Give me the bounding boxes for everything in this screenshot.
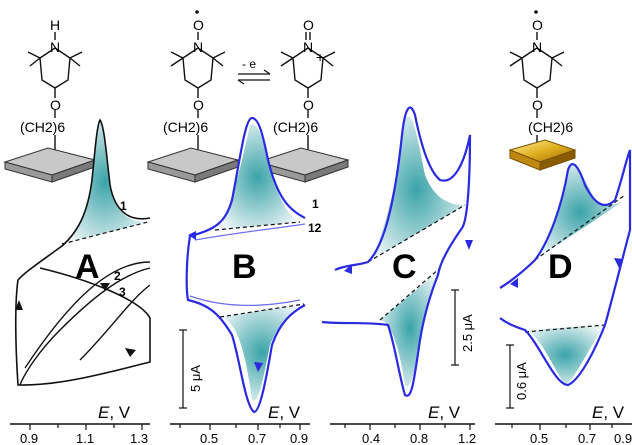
molecule-a-oxygen: O [50,97,61,113]
molecule-a-ring-atom: N [50,39,60,55]
substrate-d-gold [508,139,577,171]
cv-trace-b [185,116,306,414]
panel-a: H N O (CH2)6 1 2 3 A E, V 0.9 1.1 1.3 [3,17,151,445]
peak-fill-c-red [380,270,440,387]
molecule-d-linker: (CH2)6 [528,119,573,135]
substrate-a [3,147,97,183]
molecule-a-linker: (CH2)6 [20,119,65,135]
molecule-b-ox-ring-atom: N [303,39,313,55]
cv-trace-a-1 [14,118,151,386]
peak-fill-c-ox [368,116,465,262]
cv-trace-c [321,106,472,397]
scale-label-b: 5 μA [188,365,203,392]
xticks-d [511,424,613,430]
xticks-c [344,424,471,430]
arrow-d-down [614,258,623,268]
xticks-a [29,424,143,430]
scale-bar-d [506,344,514,409]
reaction-label: - e [242,57,256,71]
molecule-d-ring-atom: N [532,39,542,55]
baseline-b-ox [214,221,301,231]
scale-label-d: 0.6 μA [514,362,529,400]
arrow-a-down [125,348,136,357]
molecule-b-ring-atom: N [193,39,203,55]
radical-dot-b [195,10,199,14]
xtick-label-c-2: 1.2 [458,431,476,445]
xtick-label-d-0: 0.5 [530,431,548,445]
xticks-b [179,424,301,430]
xtick-label-d-1: 0.7 [578,431,596,445]
xtick-label-b-1: 0.7 [248,431,266,445]
peak-fill-b-red [220,304,304,401]
cycle-label-b-12: 12 [308,221,322,235]
xtick-label-c-0: 0.4 [362,431,380,445]
molecule-b-oxidized [280,32,336,158]
molecule-d-head: O [532,17,543,33]
baseline-c-ox [367,204,466,263]
arrow-a-up [15,300,23,310]
molecule-b-ox-charge: + [316,49,324,65]
substrate-b [146,147,240,183]
cycle-label-a-3: 3 [119,285,126,299]
molecule-b-ox-linker: (CH2)6 [273,119,318,135]
baseline-b-red [219,303,305,318]
molecule-a [27,32,83,158]
arrow-c-down [465,240,473,250]
arrow-a-mid [100,283,110,291]
baseline-c-red [379,267,441,321]
xtick-label-a-2: 1.3 [130,431,148,445]
molecule-b-head: O [193,17,204,33]
baseline-a-ox [61,221,149,245]
xtick-label-a-1: 1.1 [76,431,94,445]
peak-fill-d-red [525,325,605,385]
baseline-d-ox [534,194,626,261]
molecule-b-ox-oxygen: O [303,97,314,113]
molecule-a-head: H [50,17,60,33]
panel-letter-b: B [232,248,257,286]
panel-c: C 2.5 μA E, V 0.4 0.8 1.2 [321,106,476,445]
cycle-label-b-1: 1 [312,197,319,211]
equilibrium-arrows [237,69,271,85]
scale-bar-b [179,329,187,409]
panel-d: O N O (CH2)6 D 0.6 μA E, V 0.5 0.7 [495,10,632,445]
molecule-b-ox-head: O [303,17,314,33]
radical-dot-d [534,10,538,14]
peak-fill-a [62,120,148,244]
molecule-b-linker: (CH2)6 [163,119,208,135]
molecule-b-oxygen: O [193,97,204,113]
baseline-d-red [524,324,606,333]
molecule-d-oxygen: O [532,97,543,113]
arrow-b-left [188,231,196,240]
panel-letter-a: A [75,248,100,286]
scale-label-c: 2.5 μA [460,314,475,352]
xtick-label-b-2: 0.9 [290,431,308,445]
cv-trace-a-2 [19,261,151,386]
arrow-d-up [510,278,518,288]
peak-fill-d-ox [535,164,625,260]
cycle-label-a-2: 2 [114,269,121,283]
xtick-label-a-0: 0.9 [20,431,38,445]
arrow-b-down [254,362,263,372]
xlabel-d: E, V [592,403,625,422]
cv-trace-b-cycle [189,223,306,307]
molecule-b [170,32,226,158]
xtick-label-b-0: 0.5 [200,431,218,445]
panel-letter-c: C [392,248,417,286]
xtick-label-c-1: 0.8 [410,431,428,445]
arrow-c-up [344,264,352,274]
xtick-label-d-2: 0.9 [614,431,632,445]
molecule-d [509,32,565,150]
xlabel-b: E, V [268,403,301,422]
xlabel-c: E, V [428,403,461,422]
cycle-label-a-1: 1 [120,199,127,213]
xlabel-a: E, V [98,403,131,422]
cv-trace-d [499,149,632,387]
scale-bar-c [451,289,459,366]
peak-fill-b-ox [215,124,300,230]
panel-letter-d: D [548,248,573,286]
panel-b: O N O (CH2)6 - e O N + O (CH2)6 [146,10,350,445]
